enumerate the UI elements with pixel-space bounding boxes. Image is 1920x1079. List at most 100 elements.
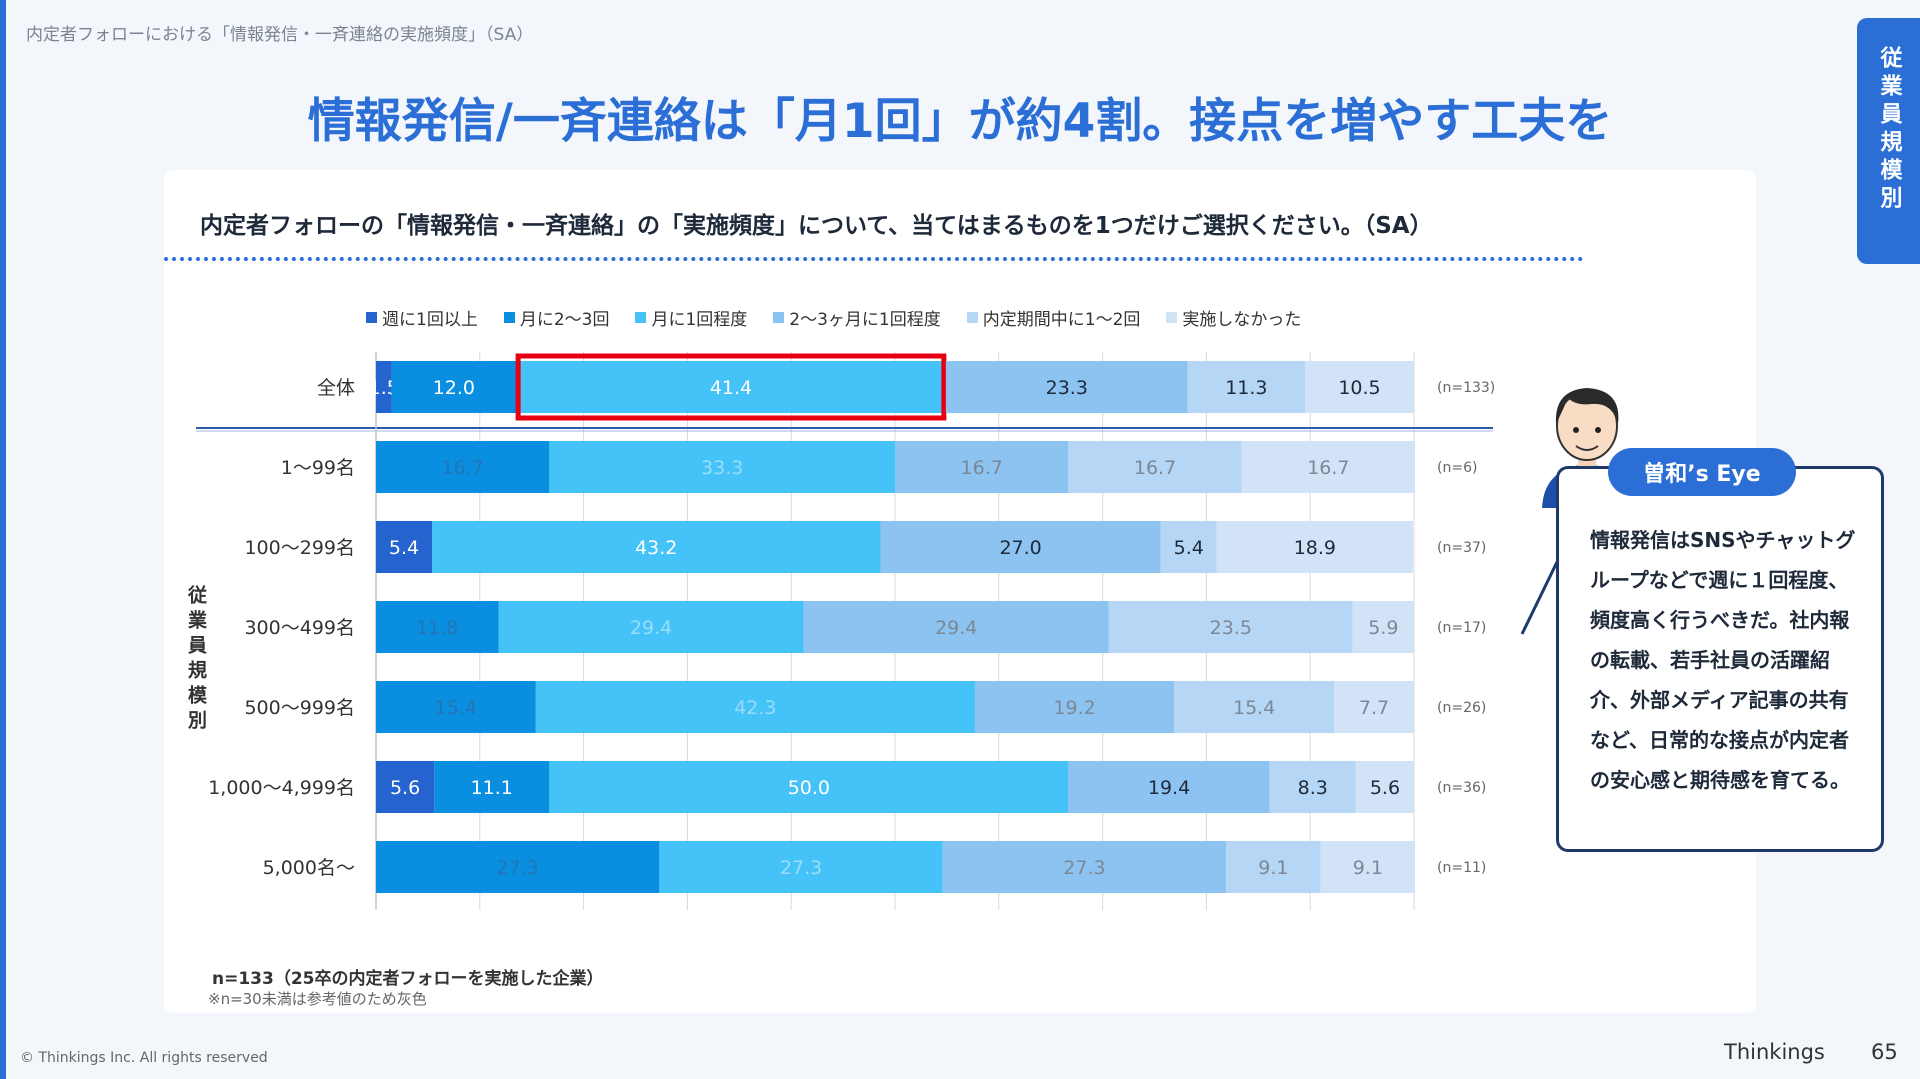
bar-segment: [1216, 521, 1413, 573]
bar-segment: [1352, 601, 1414, 653]
legend-item: 内定期間中に1〜2回: [966, 305, 1140, 330]
data-label: 8.3: [1298, 777, 1328, 799]
bar-segment: [549, 441, 895, 493]
data-label: 5.4: [389, 537, 419, 559]
data-label: 16.7: [1134, 457, 1176, 479]
data-label: 29.4: [630, 617, 672, 639]
bar-segment: [1187, 361, 1306, 413]
bar-segment: [1108, 601, 1353, 653]
bar-segment: [1160, 521, 1217, 573]
data-label: 11.1: [471, 777, 513, 799]
bar-segment: [1355, 761, 1414, 813]
survey-question: 内定者フォローの「情報発信・一斉連絡」の「実施頻度」について、当てはまるものを1…: [200, 213, 1433, 239]
data-label: 9.1: [1258, 857, 1288, 879]
highlight-box: [515, 353, 947, 421]
data-label: 16.7: [961, 457, 1003, 479]
chart-legend: 週に1回以上 月に2〜3回 月に1回程度 2〜3ヶ月に1回程度 内定期間中に1〜2回 実施…: [366, 305, 1327, 330]
page-title: 情報発信/一斉連絡は「月1回」が約4割。接点を増やす工夫を: [307, 94, 1613, 149]
sample-size-label: (n=17): [1437, 620, 1486, 636]
legend-label: 月に1回程度: [651, 310, 748, 330]
data-label: 1.5: [369, 377, 399, 399]
legend-swatch: [1166, 312, 1178, 323]
bar-segment: [659, 841, 943, 893]
bar-segment: [376, 761, 435, 813]
category-label: 5,000名〜: [263, 857, 355, 879]
legend-swatch: [366, 312, 377, 323]
bar-segment: [434, 761, 550, 813]
question-divider: [164, 257, 1584, 261]
bar-segment: [376, 361, 392, 413]
data-label: 5.9: [1368, 617, 1398, 639]
data-label: 41.4: [710, 377, 752, 399]
bar-segment: [1334, 681, 1414, 733]
data-label: 15.4: [435, 697, 477, 719]
legend-swatch: [503, 312, 515, 323]
data-label: 11.3: [1225, 377, 1267, 399]
data-label: 43.2: [635, 537, 677, 559]
bar-segment: [1269, 761, 1356, 813]
data-label: 19.4: [1148, 777, 1190, 799]
legend-swatch: [635, 312, 647, 323]
data-label: 33.3: [701, 457, 743, 479]
left-accent-bar: [0, 0, 6, 1079]
data-label: 29.4: [935, 617, 977, 639]
data-label: 27.3: [497, 857, 539, 879]
bar-segment: [1068, 441, 1242, 493]
bar-segment: [1320, 841, 1416, 893]
data-label: 5.4: [1174, 537, 1204, 559]
legend-label: 実施しなかった: [1182, 310, 1302, 330]
data-label: 16.7: [1307, 457, 1349, 479]
data-label: 16.7: [442, 457, 484, 479]
copyright: © Thinkings Inc. All rights reserved: [20, 1050, 268, 1066]
category-label: 500〜999名: [244, 697, 355, 719]
category-label: 300〜499名: [244, 617, 355, 639]
category-label: 1〜99名: [281, 457, 355, 479]
data-label: 5.6: [390, 777, 420, 799]
commentary-box: [1556, 466, 1884, 852]
bar-segment: [516, 361, 946, 413]
legend-item: 実施しなかった: [1166, 305, 1301, 330]
data-label: 42.3: [734, 697, 776, 719]
brand-name: Thinkings: [1724, 1040, 1825, 1064]
legend-label: 週に1回以上: [382, 310, 478, 330]
data-label: 12.0: [433, 377, 475, 399]
bar-segment: [942, 841, 1227, 893]
legend-swatch: [966, 312, 978, 323]
data-label: 7.7: [1359, 697, 1389, 719]
data-label: 23.5: [1210, 617, 1252, 639]
y-axis-title: 従業員規模別: [185, 585, 207, 735]
page-number: 65: [1871, 1040, 1898, 1064]
bar-segment: [535, 681, 975, 733]
gray-note: ※n=30未満は参考値のため灰色: [208, 990, 427, 1008]
data-label: 27.3: [1063, 857, 1105, 879]
commentary-tag: 曽和’s Eye: [1608, 448, 1796, 496]
data-label: 50.0: [788, 777, 830, 799]
category-label: 1,000〜4,999名: [208, 777, 355, 799]
sample-size-label: (n=11): [1437, 860, 1486, 876]
category-label: 全体: [317, 377, 355, 399]
sample-note: n=133（25卒の内定者フォローを実施した企業）: [212, 969, 604, 989]
sample-size-label: (n=133): [1437, 380, 1495, 396]
sample-size-label: (n=36): [1437, 780, 1486, 796]
data-label: 15.4: [1233, 697, 1275, 719]
data-label: 27.3: [780, 857, 822, 879]
bar-segment: [895, 441, 1069, 493]
bar-segment: [1226, 841, 1321, 893]
bar-segment: [1174, 681, 1335, 733]
bar-segment: [376, 601, 499, 653]
bar-segment: [803, 601, 1109, 653]
bar-segment: [549, 761, 1069, 813]
legend-item: 週に1回以上: [366, 305, 478, 330]
bar-segment: [432, 521, 881, 573]
data-label: 11.8: [416, 617, 458, 639]
legend-label: 2〜3ヶ月に1回程度: [789, 310, 941, 330]
bar-segment: [376, 681, 536, 733]
bar-segment: [1068, 761, 1270, 813]
bar-segment: [945, 361, 1188, 413]
side-tab[interactable]: 従業員規模別: [1857, 18, 1920, 264]
data-label: 23.3: [1046, 377, 1088, 399]
bar-segment: [376, 841, 660, 893]
data-label: 19.2: [1053, 697, 1095, 719]
breadcrumb: 内定者フォローにおける「情報発信・一斉連絡の実施頻度」（SA）: [26, 25, 534, 45]
bar-segment: [376, 521, 433, 573]
